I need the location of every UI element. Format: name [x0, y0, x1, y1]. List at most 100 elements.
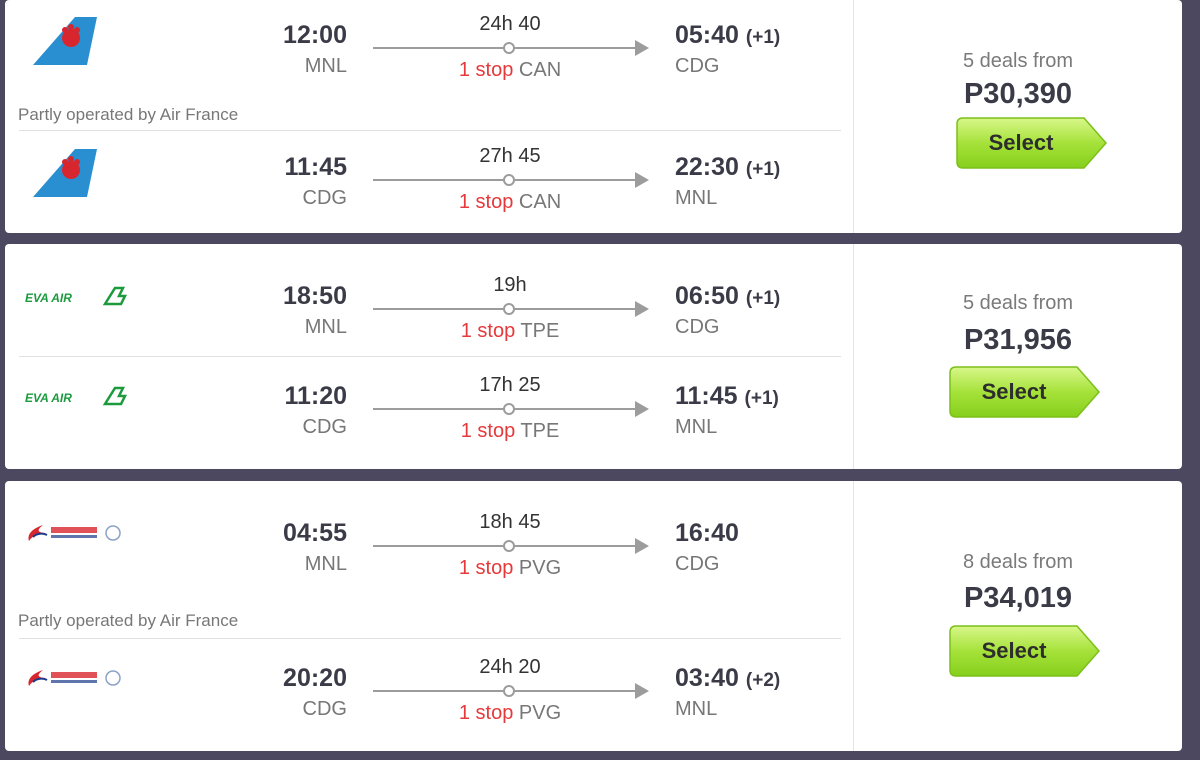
- operated-by-note: Partly operated by Air France: [18, 105, 239, 124]
- arrival-time-row: 11:45 (+1): [675, 382, 779, 411]
- leg-divider: [19, 638, 841, 639]
- day-offset: (+1): [745, 288, 781, 309]
- deals-count: 8 deals from: [962, 551, 1074, 573]
- price-panel: 5 deals from P31,956 Select: [853, 244, 1182, 469]
- departure-airport: CDG: [302, 187, 347, 209]
- arrival-airport: CDG: [675, 55, 720, 77]
- operated-by-note: Partly operated by Air France: [18, 611, 239, 630]
- china-eastern-logo: [25, 666, 135, 695]
- departure-time: 11:45: [284, 153, 347, 181]
- select-button[interactable]: Select: [949, 366, 1100, 418]
- arrow-right-icon: [635, 538, 649, 554]
- arrow-right-icon: [635, 401, 649, 417]
- select-button-label: Select: [981, 379, 1047, 404]
- day-offset: (+1): [745, 159, 781, 180]
- day-offset: (+2): [745, 670, 781, 691]
- price: P34,019: [963, 582, 1073, 614]
- stop-info: 1 stop PVG: [410, 702, 610, 725]
- return-leg: 11:45 CDG 27h 45 1 stop CAN 22:30 (+1) MNL: [5, 145, 853, 227]
- select-button[interactable]: Select: [956, 117, 1107, 169]
- flight-result-card: 12:00 MNL 24h 40 1 stop CAN 05:40 (+1) CDG 11:…: [5, 0, 1182, 233]
- flight-result-card: 04:55 MNL 18h 45 1 stop PVG 16:40 CDG 20:20 CD…: [5, 481, 1182, 751]
- stop-info: 1 stop TPE: [410, 420, 610, 443]
- return-leg: 20:20 CDG 24h 20 1 stop PVG 03:40 (+2) MNL: [5, 656, 853, 738]
- arrival-time: 05:40: [675, 21, 739, 49]
- stop-count: 1 stop: [458, 557, 514, 579]
- svg-text:EVA AIR: EVA AIR: [25, 291, 72, 305]
- arrival-time-row: 03:40 (+2): [675, 664, 780, 693]
- arrow-right-icon: [635, 40, 649, 56]
- price: P30,390: [963, 78, 1073, 110]
- outbound-leg: EVA AIR 18:50 MNL 19h 1 stop TPE 06:50 (+1) CD…: [5, 274, 853, 356]
- day-offset: (+1): [745, 27, 781, 48]
- arrival-airport: MNL: [675, 187, 718, 209]
- stop-count: 1 stop: [460, 420, 516, 442]
- flight-duration: 27h 45: [479, 145, 541, 167]
- stop-dot-icon: [503, 42, 515, 54]
- deals-count: 5 deals from: [962, 50, 1074, 72]
- departure-airport: CDG: [302, 698, 347, 720]
- stop-airport: TPE: [520, 320, 560, 342]
- arrival-time-row: 06:50 (+1): [675, 282, 780, 311]
- outbound-leg: 04:55 MNL 18h 45 1 stop PVG 16:40 CDG: [5, 511, 853, 593]
- departure-airport: MNL: [304, 316, 347, 338]
- select-button[interactable]: Select: [949, 625, 1100, 677]
- eva-air-logo: EVA AIR: [25, 384, 135, 413]
- stop-airport: TPE: [520, 420, 560, 442]
- departure-airport: MNL: [304, 55, 347, 77]
- departure-airport: CDG: [302, 416, 347, 438]
- china-eastern-logo: [25, 521, 135, 550]
- arrival-airport: MNL: [675, 416, 718, 438]
- departure-time: 11:20: [284, 382, 347, 410]
- price-panel: 8 deals from P34,019 Select: [853, 481, 1182, 751]
- stop-info: 1 stop CAN: [410, 191, 610, 214]
- arrival-airport: CDG: [675, 553, 720, 575]
- arrival-time-row: 16:40: [675, 519, 739, 548]
- stop-count: 1 stop: [458, 191, 514, 213]
- flight-duration: 18h 45: [479, 511, 541, 533]
- stop-dot-icon: [503, 540, 515, 552]
- arrival-airport: CDG: [675, 316, 720, 338]
- stop-airport: PVG: [518, 557, 562, 579]
- flight-duration: 24h 40: [479, 13, 541, 35]
- stop-airport: CAN: [518, 191, 562, 213]
- flight-duration: 19h: [493, 274, 527, 296]
- arrival-time: 06:50: [675, 282, 739, 310]
- stop-count: 1 stop: [460, 320, 516, 342]
- stop-info: 1 stop CAN: [410, 59, 610, 82]
- leg-divider: [19, 356, 841, 357]
- deals-count: 5 deals from: [962, 292, 1074, 314]
- departure-time: 04:55: [283, 519, 347, 547]
- arrow-right-icon: [635, 172, 649, 188]
- stop-info: 1 stop TPE: [410, 320, 610, 343]
- stop-airport: CAN: [518, 59, 562, 81]
- stop-dot-icon: [503, 303, 515, 315]
- stop-dot-icon: [503, 685, 515, 697]
- select-button-label: Select: [981, 638, 1047, 663]
- price: P31,956: [963, 324, 1073, 356]
- stop-info: 1 stop PVG: [410, 557, 610, 580]
- leg-divider: [19, 130, 841, 131]
- flight-duration: 24h 20: [479, 656, 541, 678]
- svg-text:EVA AIR: EVA AIR: [25, 391, 72, 405]
- arrival-time-row: 05:40 (+1): [675, 21, 780, 50]
- eva-air-logo: EVA AIR: [25, 284, 135, 313]
- china-southern-logo: [25, 147, 97, 204]
- china-southern-logo: [25, 15, 97, 72]
- departure-airport: MNL: [304, 553, 347, 575]
- stop-count: 1 stop: [458, 702, 514, 724]
- arrival-airport: MNL: [675, 698, 718, 720]
- flight-duration: 17h 25: [479, 374, 541, 396]
- arrival-time: 11:45: [675, 382, 738, 410]
- stop-dot-icon: [503, 174, 515, 186]
- arrival-time-row: 22:30 (+1): [675, 153, 780, 182]
- departure-time: 20:20: [283, 664, 347, 692]
- arrow-right-icon: [635, 301, 649, 317]
- stop-airport: PVG: [518, 702, 562, 724]
- departure-time: 18:50: [283, 282, 347, 310]
- outbound-leg: 12:00 MNL 24h 40 1 stop CAN 05:40 (+1) CDG: [5, 13, 853, 95]
- arrival-time: 22:30: [675, 153, 739, 181]
- day-offset: (+1): [744, 388, 779, 409]
- departure-time: 12:00: [283, 21, 347, 49]
- arrow-right-icon: [635, 683, 649, 699]
